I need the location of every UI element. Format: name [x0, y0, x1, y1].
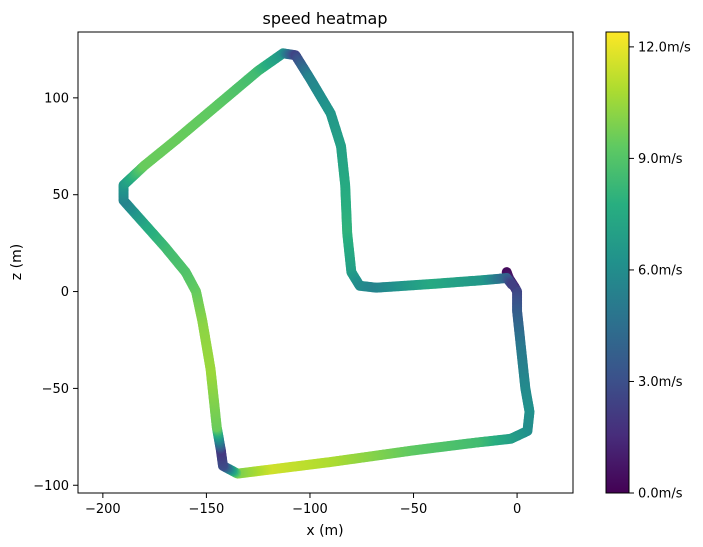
x-tick-label: −50: [400, 502, 427, 517]
colorbar-tick-label: 12.0m/s: [638, 40, 691, 55]
track-point: [507, 279, 518, 290]
x-tick-label: 0: [513, 502, 521, 517]
colorbar-ticks: 0.0m/s 3.0m/s 6.0m/s 9.0m/s 12.0m/s: [629, 40, 691, 502]
y-axis-ticks: −100 −50 0 50 100: [33, 91, 78, 494]
y-tick-label: 50: [52, 188, 69, 203]
y-tick-label: −50: [42, 382, 69, 397]
x-axis-label: x (m): [306, 523, 343, 539]
y-tick-label: 100: [44, 91, 69, 106]
colorbar-tick-label: 3.0m/s: [638, 375, 683, 390]
x-tick-label: −150: [189, 502, 225, 517]
x-axis-ticks: −200 −150 −100 −50 0: [85, 493, 521, 517]
colorbar: [605, 31, 630, 494]
y-tick-label: 0: [61, 285, 69, 300]
chart-title: speed heatmap: [262, 9, 387, 28]
x-tick-label: −100: [292, 502, 328, 517]
y-axis-label: z (m): [9, 244, 25, 280]
y-tick-label: −100: [33, 479, 69, 494]
x-tick-label: −200: [85, 502, 121, 517]
colorbar-tick-label: 0.0m/s: [638, 487, 683, 502]
track-layer: [118, 48, 535, 479]
plot-frame: [77, 31, 574, 494]
colorbar-tick-label: 6.0m/s: [638, 263, 683, 278]
colorbar-tick-label: 9.0m/s: [638, 152, 683, 167]
